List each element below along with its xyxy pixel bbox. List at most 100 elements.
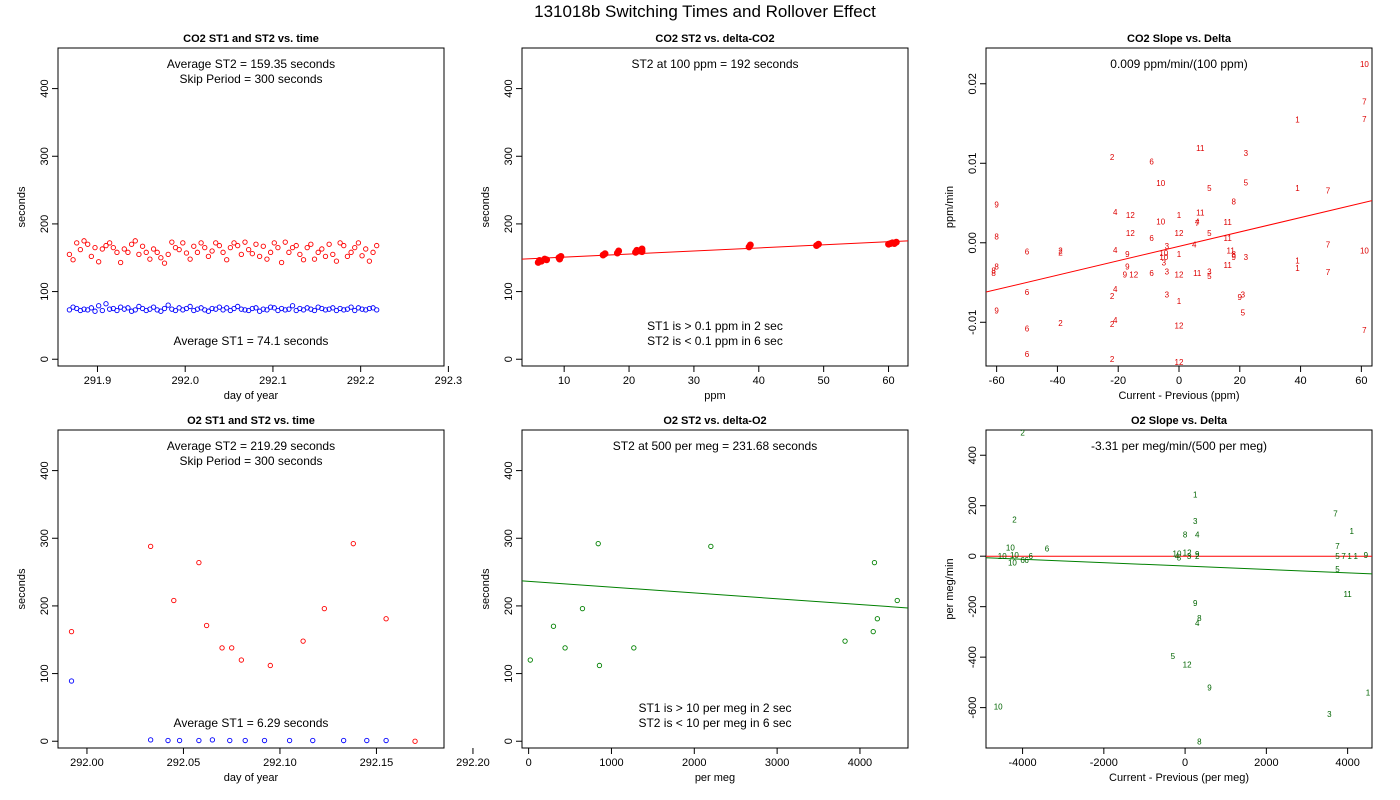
- x-tick-label: 292.3: [435, 375, 463, 387]
- y-tick-label: 200: [503, 215, 515, 233]
- data-point-label: 7: [1326, 186, 1331, 195]
- data-point-label: 7: [1362, 115, 1367, 124]
- data-point-label: 2: [1058, 248, 1063, 257]
- y-tick-label: 400: [39, 79, 51, 97]
- data-point-st1: [114, 307, 120, 314]
- data-point-label: 12: [1126, 211, 1135, 220]
- y-tick-label: 400: [503, 461, 515, 479]
- x-tick-label: -2000: [1090, 757, 1118, 769]
- data-point-st2: [815, 240, 822, 248]
- data-point-st2: [205, 253, 212, 260]
- data-point-st2: [330, 251, 336, 258]
- data-point-st1: [235, 303, 241, 310]
- data-point-st2: [300, 638, 306, 644]
- data-point-label: 5: [1207, 229, 1212, 238]
- data-point-label: 10: [1360, 247, 1369, 256]
- data-point-st2: [110, 244, 116, 251]
- data-point-label: 6: [1045, 545, 1050, 554]
- data-point-label: 9: [1125, 250, 1130, 259]
- x-tick-label: 292.2: [347, 375, 375, 387]
- data-point-st1: [264, 307, 270, 313]
- data-point-label: 10: [1006, 543, 1015, 552]
- data-point-label: 3: [1165, 290, 1170, 299]
- data-point-st1: [161, 305, 168, 312]
- data-point-st2: [595, 541, 601, 547]
- data-point-st2: [579, 605, 586, 612]
- data-point-st1: [81, 306, 87, 312]
- x-axis-label: day of year: [224, 772, 279, 784]
- data-point-label: 2: [1110, 355, 1115, 364]
- data-point-st2: [271, 240, 277, 246]
- data-point-label: 8: [1231, 250, 1236, 259]
- data-point-st2: [874, 616, 881, 622]
- data-point-st2: [220, 249, 226, 255]
- data-point-label: 2: [1012, 516, 1017, 525]
- data-point-st2: [871, 559, 878, 566]
- data-point-st2: [92, 244, 98, 251]
- data-point-st2: [253, 241, 259, 247]
- data-point-st1: [196, 737, 202, 744]
- data-point-label: 1: [1354, 552, 1359, 561]
- data-point-st2: [286, 249, 292, 255]
- data-point-label: 9: [1125, 263, 1130, 272]
- data-point-st2: [278, 259, 285, 266]
- data-point-st1: [260, 306, 266, 312]
- data-point-st2: [176, 246, 182, 253]
- data-point-st1: [158, 308, 164, 314]
- data-point-st1: [311, 307, 318, 314]
- data-point-label: 6: [1149, 234, 1154, 243]
- data-point-st1: [99, 307, 105, 314]
- data-point-st2: [68, 628, 75, 635]
- data-point-st2: [125, 249, 131, 255]
- x-tick-label: 1000: [599, 757, 623, 769]
- x-tick-label: 292.20: [456, 757, 490, 769]
- data-point-label: 1: [1349, 527, 1354, 536]
- y-tick-label: 100: [503, 282, 515, 300]
- y-tick-label: 300: [503, 529, 515, 547]
- data-point-st1: [383, 737, 389, 744]
- data-point-st2: [341, 242, 347, 249]
- data-point-label: 2: [1195, 552, 1200, 561]
- data-point-st1: [96, 303, 102, 309]
- data-point-label: 1: [1295, 116, 1300, 125]
- data-point-st2: [66, 251, 73, 258]
- data-point-st2: [246, 246, 252, 253]
- y-tick-label: 0.02: [967, 73, 979, 94]
- plot-data-area: [522, 541, 908, 669]
- y-tick-label: 0.01: [967, 153, 979, 174]
- x-tick-label: 0: [1182, 757, 1188, 769]
- data-point-st2: [70, 257, 76, 263]
- data-point-label: 12: [1126, 229, 1135, 238]
- data-point-st2: [412, 738, 418, 744]
- data-point-label: 7: [1341, 552, 1346, 561]
- data-point-st2: [596, 662, 603, 669]
- data-point-st2: [96, 259, 102, 265]
- y-axis-label: seconds: [480, 568, 492, 609]
- data-point-st2: [154, 249, 160, 255]
- x-tick-label: 50: [818, 375, 830, 387]
- chart-panel-p4: O2 ST1 and ST2 vs. time 292.00 292.05 292.1…: [16, 415, 490, 784]
- data-point-st2: [264, 256, 270, 262]
- x-tick-label: 3000: [765, 757, 789, 769]
- y-tick-label: 100: [503, 664, 515, 682]
- data-point-label: 3: [1241, 290, 1246, 299]
- data-point-st2: [183, 250, 190, 256]
- data-point-st2: [337, 240, 343, 246]
- data-point-st2: [187, 256, 193, 262]
- data-point-label: 1: [1177, 211, 1182, 220]
- data-point-st1: [242, 737, 248, 744]
- chart-annotation: Average ST2 = 159.35 seconds: [167, 57, 335, 71]
- chart-annotation: -3.31 per meg/min/(500 per meg): [1091, 439, 1267, 453]
- data-point-st1: [271, 305, 277, 311]
- data-point-st2: [638, 245, 646, 253]
- data-point-label: 9: [1238, 293, 1243, 302]
- data-point-st1: [150, 304, 157, 310]
- data-point-st2: [77, 246, 84, 253]
- chart-annotation: ST1 is > 10 per meg in 2 sec: [638, 701, 791, 715]
- x-tick-label: 0: [1176, 375, 1182, 387]
- y-tick-label: 200: [967, 497, 979, 515]
- y-axis-label: ppm/min: [944, 186, 956, 228]
- data-point-label: 7: [1326, 240, 1331, 249]
- data-point-label: 5: [1335, 552, 1340, 561]
